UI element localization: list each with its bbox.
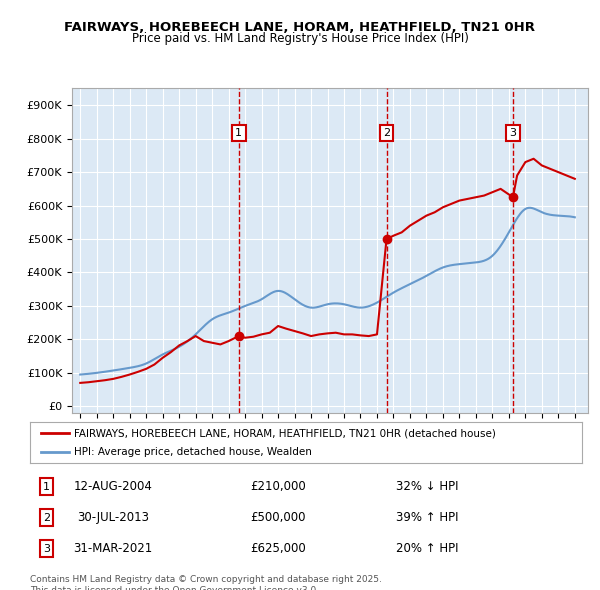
Text: 2: 2 — [43, 513, 50, 523]
Text: £625,000: £625,000 — [251, 542, 306, 555]
Text: 12-AUG-2004: 12-AUG-2004 — [73, 480, 152, 493]
Text: 2: 2 — [383, 128, 390, 138]
Text: £210,000: £210,000 — [251, 480, 306, 493]
Text: 1: 1 — [235, 128, 242, 138]
Text: 30-JUL-2013: 30-JUL-2013 — [77, 511, 149, 525]
Text: HPI: Average price, detached house, Wealden: HPI: Average price, detached house, Weal… — [74, 447, 312, 457]
Text: 3: 3 — [43, 544, 50, 553]
Text: £500,000: £500,000 — [251, 511, 306, 525]
Text: 32% ↓ HPI: 32% ↓ HPI — [396, 480, 458, 493]
Text: 3: 3 — [509, 128, 517, 138]
Text: 39% ↑ HPI: 39% ↑ HPI — [396, 511, 458, 525]
Text: FAIRWAYS, HOREBEECH LANE, HORAM, HEATHFIELD, TN21 0HR (detached house): FAIRWAYS, HOREBEECH LANE, HORAM, HEATHFI… — [74, 428, 496, 438]
Text: FAIRWAYS, HOREBEECH LANE, HORAM, HEATHFIELD, TN21 0HR: FAIRWAYS, HOREBEECH LANE, HORAM, HEATHFI… — [65, 21, 536, 34]
Text: 20% ↑ HPI: 20% ↑ HPI — [396, 542, 458, 555]
Text: Contains HM Land Registry data © Crown copyright and database right 2025.
This d: Contains HM Land Registry data © Crown c… — [30, 575, 382, 590]
Text: 1: 1 — [43, 482, 50, 491]
Text: 31-MAR-2021: 31-MAR-2021 — [73, 542, 152, 555]
Text: Price paid vs. HM Land Registry's House Price Index (HPI): Price paid vs. HM Land Registry's House … — [131, 32, 469, 45]
